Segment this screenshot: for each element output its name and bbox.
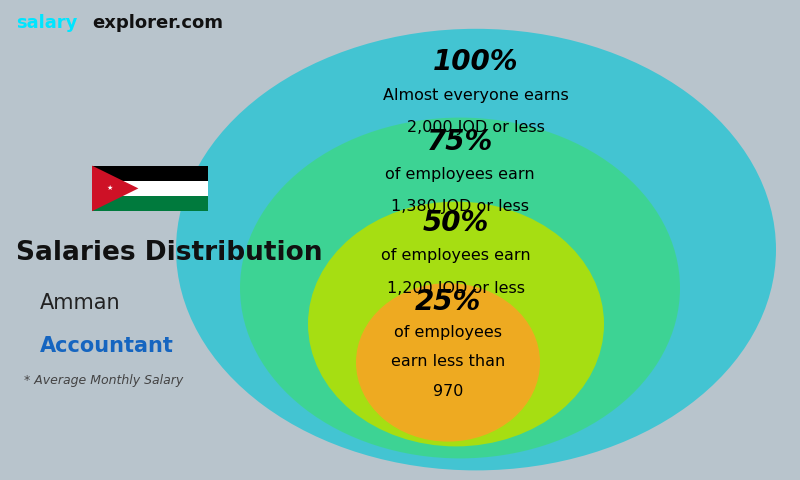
Text: Amman: Amman xyxy=(40,293,121,313)
Text: ★: ★ xyxy=(106,185,113,192)
Text: 50%: 50% xyxy=(423,209,489,237)
Text: Accountant: Accountant xyxy=(40,336,174,356)
Ellipse shape xyxy=(308,202,604,446)
Text: 970: 970 xyxy=(433,384,463,399)
Ellipse shape xyxy=(176,29,776,470)
Text: salary: salary xyxy=(16,14,78,33)
Ellipse shape xyxy=(240,118,680,458)
Text: of employees earn: of employees earn xyxy=(385,167,535,182)
FancyBboxPatch shape xyxy=(92,166,208,181)
Ellipse shape xyxy=(356,283,540,442)
Text: earn less than: earn less than xyxy=(391,354,505,370)
Text: of employees: of employees xyxy=(394,324,502,340)
Text: 1,380 JOD or less: 1,380 JOD or less xyxy=(391,199,529,215)
Text: Salaries Distribution: Salaries Distribution xyxy=(16,240,322,266)
Text: Almost everyone earns: Almost everyone earns xyxy=(383,87,569,103)
Text: 2,000 JOD or less: 2,000 JOD or less xyxy=(407,120,545,135)
Text: 75%: 75% xyxy=(427,128,493,156)
Text: of employees earn: of employees earn xyxy=(381,248,531,264)
Text: explorer.com: explorer.com xyxy=(92,14,223,33)
Text: 100%: 100% xyxy=(434,48,518,76)
Text: 1,200 JOD or less: 1,200 JOD or less xyxy=(387,281,525,296)
Polygon shape xyxy=(92,166,138,211)
FancyBboxPatch shape xyxy=(92,181,208,196)
FancyBboxPatch shape xyxy=(92,196,208,211)
Text: 25%: 25% xyxy=(415,288,481,316)
Text: * Average Monthly Salary: * Average Monthly Salary xyxy=(24,374,183,387)
